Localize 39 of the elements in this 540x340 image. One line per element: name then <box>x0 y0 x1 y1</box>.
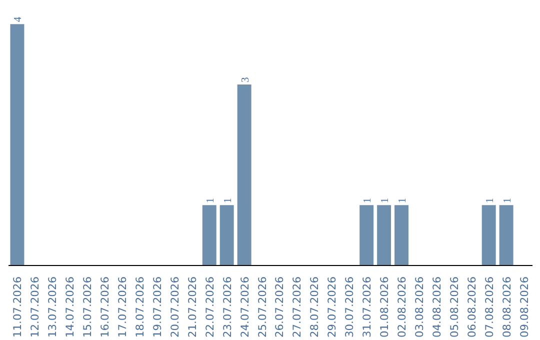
x-tick-label: 26.07.2026 <box>273 276 286 338</box>
x-tick-label: 12.07.2026 <box>28 276 42 338</box>
x-tick-label: 25.07.2026 <box>256 276 269 338</box>
x-tick-label: 03.08.2026 <box>412 276 426 338</box>
x-tick-label: 07.08.2026 <box>482 276 496 338</box>
data-label: 1 <box>484 198 496 204</box>
x-tick-label: 27.07.2026 <box>290 276 304 338</box>
x-tick-label: 30.07.2026 <box>343 276 356 338</box>
x-tick-label: 02.08.2026 <box>396 276 408 338</box>
x-tick-label: 22.07.2026 <box>203 276 216 338</box>
x-tick-label: 09.08.2026 <box>518 276 531 338</box>
x-tick-label: 05.08.2026 <box>448 276 461 338</box>
x-tick-label: 21.07.2026 <box>186 276 199 338</box>
x-tick-label: 04.08.2026 <box>430 276 444 338</box>
data-label: 4 <box>13 16 24 22</box>
x-tick-label: 24.07.2026 <box>238 276 252 338</box>
x-tick-label: 08.08.2026 <box>500 276 514 338</box>
x-tick-label: 13.07.2026 <box>46 276 60 338</box>
x-tick-label: 16.07.2026 <box>98 276 112 338</box>
data-label: 1 <box>205 198 216 204</box>
x-tick-label: 06.08.2026 <box>465 276 478 338</box>
x-tick-label: 28.07.2026 <box>308 276 322 338</box>
data-label: 1 <box>222 198 234 204</box>
x-tick-label: 15.07.2026 <box>81 276 94 338</box>
x-tick-label: 18.07.2026 <box>134 276 146 338</box>
x-tick-label: 20.07.2026 <box>168 276 182 338</box>
x-tick-label: 17.07.2026 <box>116 276 130 338</box>
data-label: 1 <box>380 198 392 204</box>
data-label: 1 <box>398 198 408 204</box>
x-tick-label: 14.07.2026 <box>64 276 77 338</box>
x-tick-label: 23.07.2026 <box>220 276 234 338</box>
x-tick-label: 01.08.2026 <box>378 276 392 338</box>
data-label: 1 <box>502 198 514 204</box>
data-label: 3 <box>240 77 252 82</box>
x-tick-label: 19.07.2026 <box>150 276 164 338</box>
x-tick-label: 11.07.2026 <box>11 276 24 338</box>
x-tick-label: 29.07.2026 <box>326 276 339 338</box>
x-tick-label: 31.07.2026 <box>360 276 374 338</box>
data-label: 1 <box>362 198 374 204</box>
